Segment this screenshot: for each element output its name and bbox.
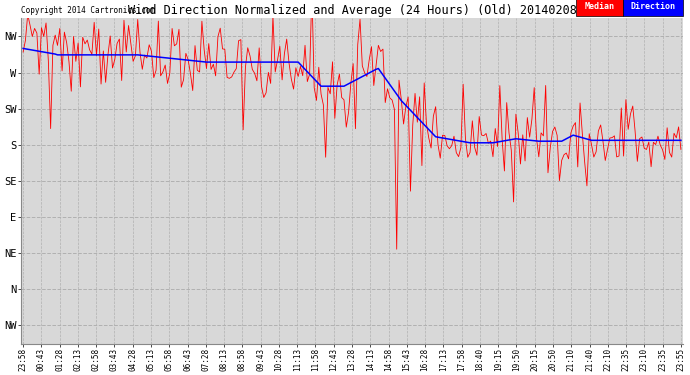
Text: Direction: Direction bbox=[631, 2, 676, 10]
Text: Median: Median bbox=[584, 2, 615, 10]
Text: Copyright 2014 Cartronics.com: Copyright 2014 Cartronics.com bbox=[21, 6, 155, 15]
Bar bbox=[623, 0, 683, 16]
Title: Wind Direction Normalized and Average (24 Hours) (Old) 20140208: Wind Direction Normalized and Average (2… bbox=[128, 4, 576, 17]
Bar bbox=[576, 0, 623, 16]
